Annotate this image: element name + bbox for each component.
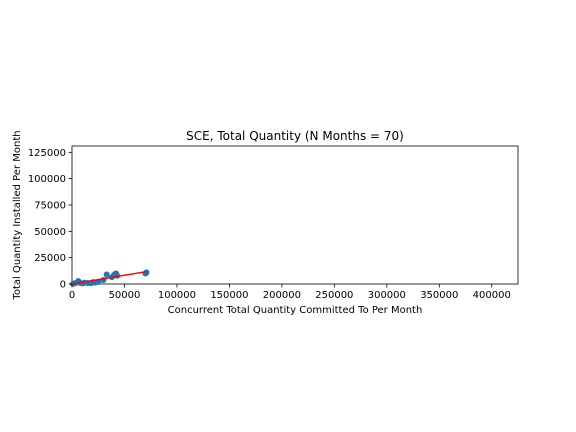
y-tick-label: 125000 — [28, 148, 66, 159]
x-tick-label: 150000 — [210, 290, 248, 301]
x-tick-label: 350000 — [420, 290, 458, 301]
fit-line-layer — [71, 270, 147, 285]
y-axis-label: Total Quantity Installed Per Month — [12, 130, 23, 300]
y-tick-label: 100000 — [28, 174, 66, 185]
plot-area — [70, 145, 519, 287]
x-tick-label: 200000 — [263, 290, 301, 301]
data-point — [143, 269, 150, 276]
x-axis-label: Concurrent Total Quantity Committed To P… — [168, 305, 423, 316]
x-tick-label: 400000 — [473, 290, 511, 301]
data-point — [103, 271, 110, 278]
x-tick-label: 250000 — [315, 290, 353, 301]
y-tick-label: 25000 — [34, 253, 66, 264]
y-tick-label: 0 — [60, 280, 66, 291]
y-tick-label: 50000 — [34, 227, 66, 238]
x-axis-ticks: 0 50000 100000 150000 200000 250000 300000 3500… — [69, 284, 511, 301]
y-tick-label: 75000 — [34, 200, 66, 211]
fit-line — [71, 270, 147, 285]
x-tick-label: 50000 — [109, 290, 141, 301]
x-tick-label: 0 — [69, 290, 75, 301]
x-tick-label: 100000 — [158, 290, 196, 301]
y-axis-ticks: 0 25000 50000 75000 100000 125000 — [28, 148, 72, 291]
axes-frame — [71, 145, 519, 285]
x-tick-label: 300000 — [368, 290, 406, 301]
chart-title: SCE, Total Quantity (N Months = 70) — [186, 129, 404, 143]
